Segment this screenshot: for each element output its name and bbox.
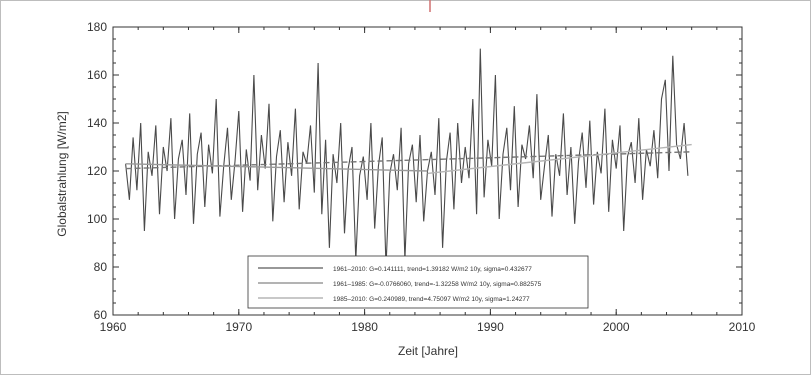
y-tick-label: 80 xyxy=(94,260,108,274)
x-tick-label: 2010 xyxy=(729,320,756,334)
axes: 1960 1970 1980 1990 2000 2010 60 80 100 120 140 160… xyxy=(87,20,756,334)
x-tick-label: 1980 xyxy=(351,320,378,334)
trend-line-3 xyxy=(427,143,692,175)
series-layer xyxy=(125,48,692,268)
y-tick-label: 180 xyxy=(87,20,107,34)
series-line-monthly xyxy=(125,48,689,268)
y-tick-label: 140 xyxy=(87,116,107,130)
x-tick-label: 1970 xyxy=(225,320,252,334)
legend-entry: 1961–1985: G=-0.0766060, trend=-1.32258 … xyxy=(333,281,542,288)
trend-line-2 xyxy=(125,163,428,172)
x-tick-label: 2000 xyxy=(603,320,630,334)
legend-box xyxy=(247,255,589,309)
y-axis-label: Globalstrahlung [W/m2] xyxy=(55,111,69,236)
legend-entry: 1985–2010: G=0.240989, trend=4.75097 W/m… xyxy=(333,296,530,303)
x-tick-label: 1990 xyxy=(477,320,504,334)
x-tick-label: 1960 xyxy=(100,320,127,334)
legend-entry: 1961–2010: G=0.141111, trend=1.39182 W/m… xyxy=(333,266,532,273)
y-tick-label: 120 xyxy=(87,164,107,178)
y-tick-label: 60 xyxy=(94,308,108,322)
y-tick-label: 100 xyxy=(87,212,107,226)
legend: 1961–2010: G=0.141111, trend=1.39182 W/m… xyxy=(247,255,589,309)
x-axis-label: Zeit [Jahre] xyxy=(398,344,458,358)
y-tick-label: 160 xyxy=(87,68,107,82)
